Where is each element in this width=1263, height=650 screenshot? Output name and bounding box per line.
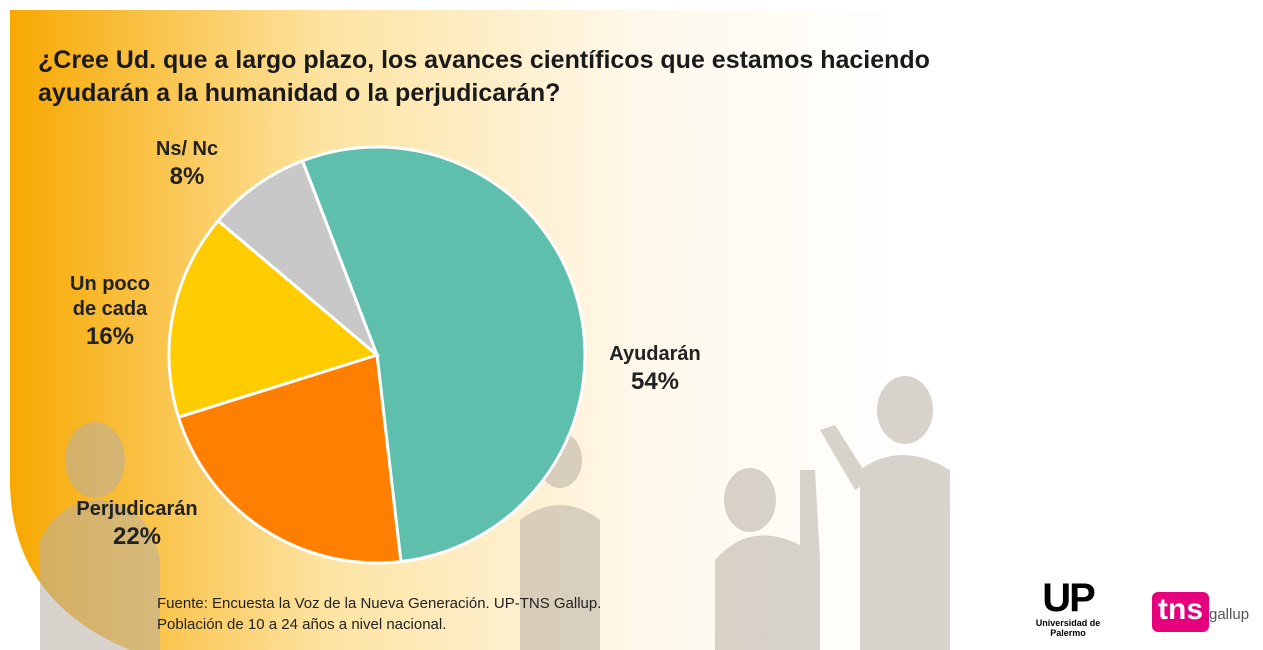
- category-label: Ayudarán: [609, 343, 701, 365]
- value-label: 8%: [169, 163, 205, 190]
- silhouettes: [40, 376, 950, 650]
- logo-subtext: Universidad de Palermo: [1035, 618, 1101, 638]
- logo-text: UP: [1042, 576, 1096, 620]
- logo-text: tns: [1152, 592, 1209, 632]
- slice-label: Perjudicarán 22%: [76, 497, 197, 552]
- chart-title: ¿Cree Ud. que a largo plazo, los avances…: [38, 46, 930, 107]
- category-label: Perjudicarán: [76, 498, 198, 520]
- logo-text: gallup: [1209, 606, 1250, 623]
- pie-slice: [167, 218, 381, 420]
- value-label: 22%: [112, 523, 162, 550]
- source: Fuente: Encuesta la Voz de la Nueva Gene…: [157, 593, 601, 635]
- category-label: Un poco de cada: [70, 273, 150, 320]
- up-logo: UP Universidad de Palermo: [1028, 578, 1108, 638]
- slice-label: Ns/ Nc 8%: [156, 137, 218, 192]
- value-label: 54%: [630, 368, 680, 395]
- pie-slice: [300, 145, 587, 564]
- slice-label: Un poco de cada 16%: [60, 272, 160, 352]
- pie-slice: [216, 158, 379, 357]
- source-line: Fuente: Encuesta la Voz de la Nueva Gene…: [157, 595, 602, 612]
- value-label: 16%: [85, 323, 135, 350]
- slice-label: Ayudarán 54%: [609, 342, 701, 397]
- source-line: Población de 10 a 24 años a nivel nacion…: [157, 616, 447, 633]
- pie-slice: [176, 353, 403, 565]
- category-label: Ns/ Nc: [155, 138, 219, 160]
- tns-logo: tns gallup: [1152, 592, 1249, 632]
